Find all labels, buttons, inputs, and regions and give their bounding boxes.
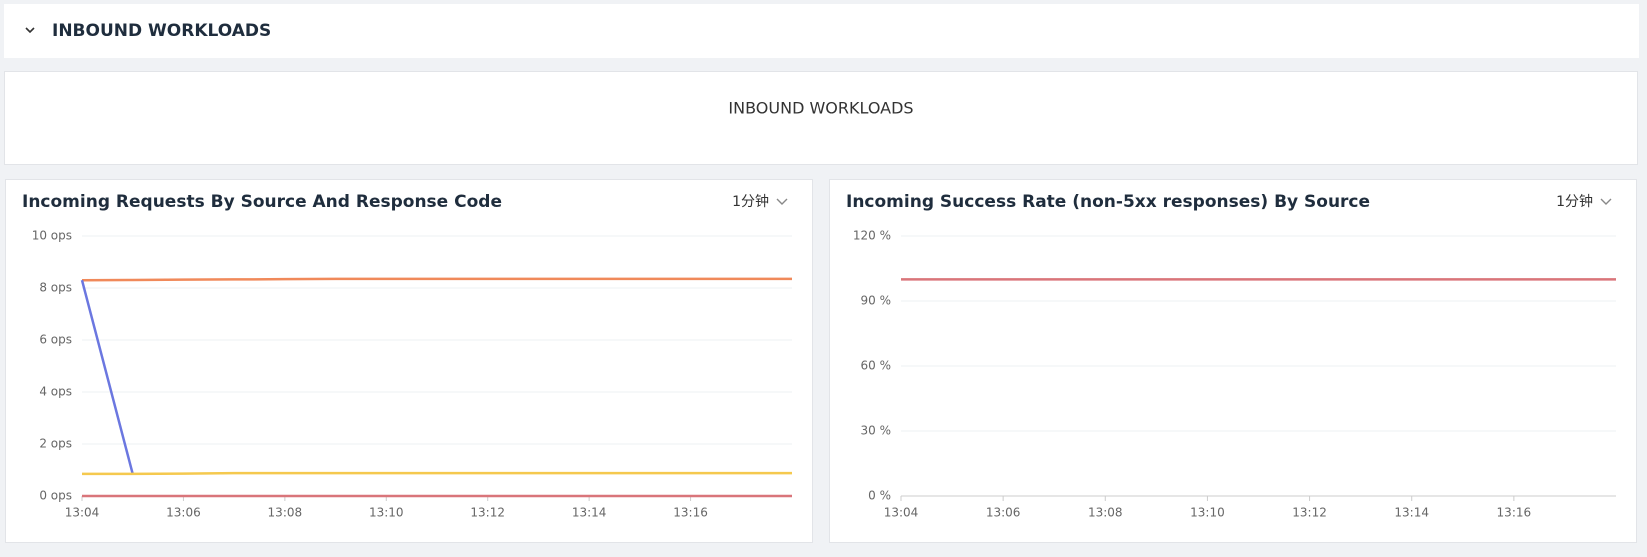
y-tick-label: 60 %	[861, 359, 892, 373]
y-tick-label: 10 ops	[32, 229, 72, 243]
series-line	[80, 279, 134, 475]
interval-select[interactable]: 1分钟	[1556, 193, 1593, 210]
panel-text: INBOUND WORKLOADS	[728, 99, 913, 118]
y-tick-label: 2 ops	[39, 437, 72, 451]
x-tick-label: 13:04	[65, 506, 100, 520]
dropdown-arrow[interactable]	[776, 198, 788, 205]
chart-card	[829, 179, 1637, 543]
text-panel	[4, 71, 1638, 165]
y-tick-label: 120 %	[853, 229, 891, 243]
series-line	[82, 471, 792, 476]
y-tick-label: 0 ops	[39, 489, 72, 503]
section-header[interactable]	[4, 4, 1639, 58]
x-tick-label: 13:10	[369, 506, 404, 520]
x-tick-label: 13:06	[166, 506, 201, 520]
x-tick-label: 13:14	[572, 506, 607, 520]
y-tick-label: 6 ops	[39, 333, 72, 347]
section-title: INBOUND WORKLOADS	[52, 21, 271, 41]
y-tick-label: 8 ops	[39, 281, 72, 295]
x-tick-label: 13:06	[986, 506, 1021, 520]
y-tick-label: 4 ops	[39, 385, 72, 399]
dropdown-arrow[interactable]	[1600, 198, 1612, 205]
chart-title: Incoming Requests By Source And Response…	[22, 192, 502, 212]
x-tick-label: 13:14	[1394, 506, 1429, 520]
x-tick-label: 13:10	[1190, 506, 1225, 520]
x-tick-label: 13:08	[1088, 506, 1123, 520]
y-tick-label: 0 %	[868, 489, 891, 503]
x-tick-label: 13:08	[268, 506, 303, 520]
y-tick-label: 30 %	[861, 424, 892, 438]
x-tick-label: 13:12	[470, 506, 505, 520]
x-tick-label: 13:16	[673, 506, 708, 520]
x-tick-label: 13:04	[884, 506, 919, 520]
x-tick-label: 13:16	[1497, 506, 1532, 520]
chart-card	[5, 179, 813, 543]
chart-title: Incoming Success Rate (non-5xx responses…	[846, 192, 1370, 212]
chevron[interactable]	[25, 27, 35, 34]
y-tick-label: 90 %	[861, 294, 892, 308]
interval-select[interactable]: 1分钟	[732, 193, 769, 210]
series-line	[81, 277, 792, 282]
x-tick-label: 13:12	[1292, 506, 1327, 520]
